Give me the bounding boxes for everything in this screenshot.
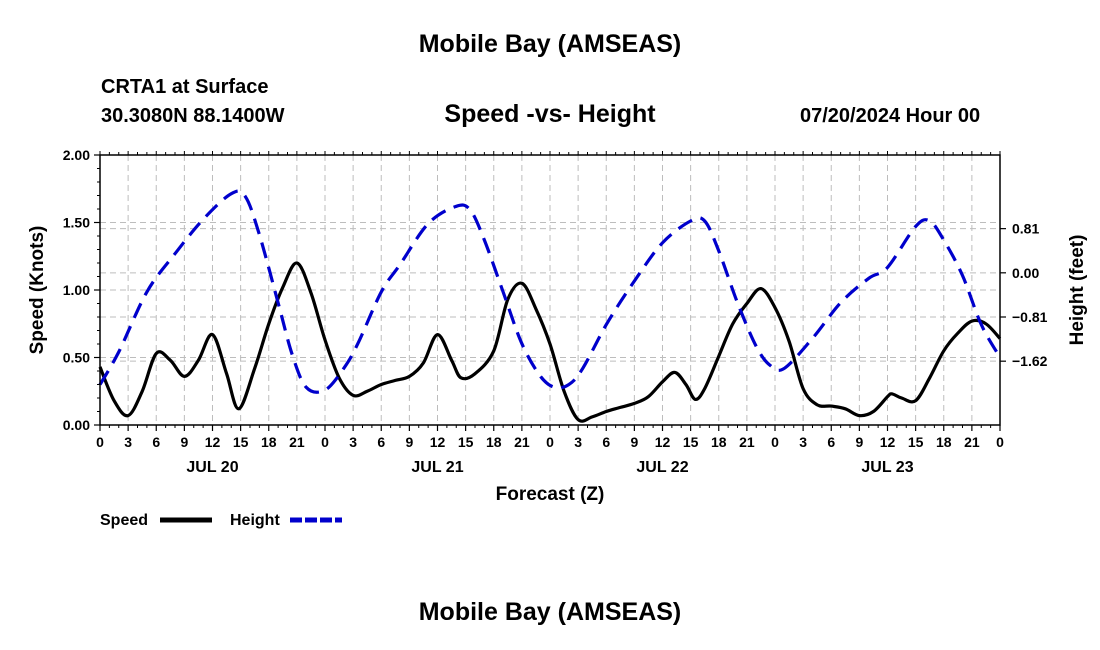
date-label: JUL 23 bbox=[861, 459, 913, 476]
chart-subtitle: Speed -vs- Height bbox=[444, 100, 656, 128]
coordinates-label: 30.3080N 88.1400W bbox=[101, 105, 285, 127]
x-tick-label: 6 bbox=[377, 434, 385, 450]
y-tick-label: 0.50 bbox=[63, 350, 90, 366]
series-line-height bbox=[98, 189, 1002, 394]
y2-tick-label: 0.81 bbox=[1012, 221, 1039, 237]
y-axis-title: Speed (Knots) bbox=[27, 226, 48, 355]
x-tick-label: 6 bbox=[602, 434, 610, 450]
x-tick-label: 18 bbox=[711, 434, 727, 450]
x-tick-label: 21 bbox=[289, 434, 305, 450]
x-tick-label: 9 bbox=[180, 434, 188, 450]
forecast-timestamp: 07/20/2024 Hour 00 bbox=[800, 105, 981, 127]
x-axis-title: Forecast (Z) bbox=[496, 484, 605, 505]
x-tick-label: 18 bbox=[261, 434, 277, 450]
station-label: CRTA1 at Surface bbox=[101, 76, 269, 98]
x-tick-label: 0 bbox=[321, 434, 329, 450]
x-tick-label: 21 bbox=[739, 434, 755, 450]
x-tick-label: 21 bbox=[514, 434, 530, 450]
x-tick-label: 9 bbox=[405, 434, 413, 450]
x-tick-label: 0 bbox=[546, 434, 554, 450]
y-tick-label: 2.00 bbox=[63, 147, 90, 163]
legend-label-speed: Speed bbox=[100, 512, 148, 529]
x-tick-label: 0 bbox=[996, 434, 1004, 450]
x-tick-label: 0 bbox=[771, 434, 779, 450]
x-tick-label: 9 bbox=[630, 434, 638, 450]
x-tick-label: 3 bbox=[349, 434, 357, 450]
x-tick-label: 12 bbox=[430, 434, 446, 450]
x-tick-label: 3 bbox=[799, 434, 807, 450]
date-label: JUL 21 bbox=[411, 459, 463, 476]
x-tick-label: 15 bbox=[458, 434, 474, 450]
x-tick-label: 18 bbox=[936, 434, 952, 450]
y-tick-label: 0.00 bbox=[63, 417, 90, 433]
y-tick-label: 1.00 bbox=[63, 282, 90, 298]
chart-title-top: Mobile Bay (AMSEAS) bbox=[418, 30, 682, 58]
x-tick-label: 12 bbox=[880, 434, 896, 450]
x-tick-label: 21 bbox=[964, 434, 980, 450]
y-tick-label: 1.50 bbox=[63, 215, 90, 231]
date-label: JUL 20 bbox=[186, 459, 238, 476]
x-tick-label: 9 bbox=[855, 434, 863, 450]
y2-axis-title: Height (feet) bbox=[1067, 235, 1088, 346]
x-tick-label: 18 bbox=[486, 434, 502, 450]
x-tick-label: 15 bbox=[683, 434, 699, 450]
y2-tick-label: −1.62 bbox=[1012, 353, 1048, 369]
x-tick-label: 3 bbox=[124, 434, 132, 450]
y2-tick-label: −0.81 bbox=[1012, 309, 1048, 325]
chart-title-bottom: Mobile Bay (AMSEAS) bbox=[418, 598, 682, 626]
x-tick-label: 3 bbox=[574, 434, 582, 450]
legend: Speed Height bbox=[100, 512, 342, 529]
x-tick-label: 15 bbox=[908, 434, 924, 450]
series-line-speed bbox=[98, 261, 1002, 423]
x-tick-label: 15 bbox=[233, 434, 249, 450]
y2-tick-label: 0.00 bbox=[1012, 265, 1039, 281]
x-tick-label: 6 bbox=[152, 434, 160, 450]
x-tick-label: 0 bbox=[96, 434, 104, 450]
legend-label-height: Height bbox=[230, 512, 280, 529]
x-tick-label: 12 bbox=[655, 434, 671, 450]
date-label: JUL 22 bbox=[636, 459, 688, 476]
x-tick-label: 12 bbox=[205, 434, 221, 450]
x-tick-label: 6 bbox=[827, 434, 835, 450]
